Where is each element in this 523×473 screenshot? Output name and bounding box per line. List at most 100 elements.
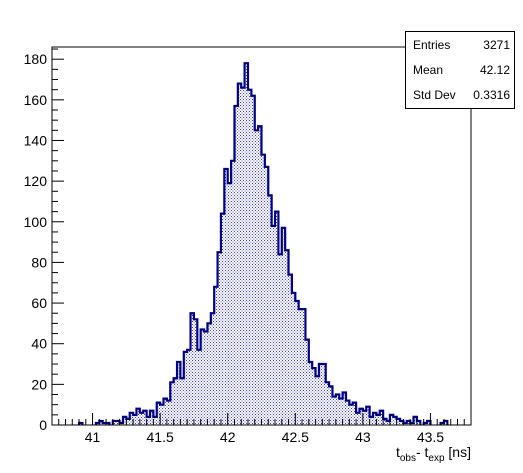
histogram-bin [166, 400, 171, 425]
histogram-bin [187, 349, 191, 425]
histogram-bin [427, 420, 431, 425]
histogram-bin [373, 412, 377, 425]
histogram-bin [278, 254, 282, 425]
histogram-bin [275, 211, 279, 425]
histogram-bin [291, 292, 296, 425]
y-tick-label: 180 [24, 51, 48, 67]
histogram-bin [362, 410, 367, 425]
histogram-bin [258, 126, 262, 426]
histogram-bin [217, 252, 221, 425]
histogram-bin [345, 400, 350, 425]
histogram-bin [400, 420, 404, 425]
histogram-bin [366, 406, 370, 425]
histogram-bin [413, 416, 417, 425]
histogram-bin [220, 213, 225, 425]
histogram-bin [268, 195, 272, 425]
histogram-bin [312, 368, 316, 425]
histogram-bin [112, 420, 117, 425]
x-tick-label: 43.5 [417, 429, 444, 445]
histogram-bin [318, 364, 323, 425]
y-tick-label: 0 [39, 417, 47, 433]
histogram-bin [156, 402, 161, 425]
histogram-bin [342, 392, 346, 425]
histogram-bin [393, 416, 397, 425]
histogram-bin [271, 225, 276, 425]
stats-row-entries: Entries 3271 [406, 32, 514, 56]
x-tick-label: 42 [220, 429, 236, 445]
histogram-bin [254, 130, 259, 426]
histogram-bin [231, 160, 235, 425]
histogram-bin [332, 396, 336, 425]
histogram-bin [149, 410, 154, 425]
histogram-bin [143, 410, 147, 425]
y-tick-label: 120 [24, 173, 48, 189]
stats-mean-label: Mean [413, 63, 444, 77]
histogram-bin [396, 418, 401, 425]
histogram-bin [146, 416, 150, 425]
histogram-bin [193, 319, 198, 425]
histogram-bin [116, 420, 120, 425]
histogram-outline [77, 62, 449, 425]
histogram-bin [264, 166, 269, 425]
histogram-bin [183, 351, 188, 425]
histogram-bin [302, 309, 306, 425]
histogram-bin [170, 382, 174, 425]
y-tick-label: 160 [24, 92, 48, 108]
y-axis-tick-labels: 0 20 40 60 80 100 120 140 160 180 [24, 51, 48, 433]
histogram-bin [416, 420, 421, 425]
y-tick-label: 20 [31, 376, 47, 392]
histogram-bin [356, 412, 360, 425]
y-axis-ticks [52, 48, 64, 426]
histogram-bin [99, 420, 103, 425]
histogram-bin [349, 404, 353, 425]
histogram-bin [369, 416, 374, 425]
histogram-bin [359, 408, 363, 425]
histogram-bin [386, 420, 390, 425]
histogram-bin [285, 250, 289, 425]
x-tick-label: 42.5 [282, 429, 309, 445]
histogram-bin [325, 382, 330, 425]
histogram-bin [197, 349, 201, 425]
histogram-bin [177, 362, 181, 425]
histogram-bin [173, 378, 178, 425]
histogram-bin [261, 154, 265, 426]
histogram-bin [153, 416, 157, 425]
histogram-bin [288, 274, 292, 425]
histogram-bin [180, 378, 184, 425]
x-axis-ticks [58, 413, 472, 425]
x-axis-title-unit: [ns] [445, 444, 471, 460]
histogram-bin [335, 394, 340, 425]
histogram-bin [207, 323, 211, 425]
histogram-bin [376, 414, 380, 425]
histogram-bin [379, 410, 384, 425]
histogram-bin [224, 168, 228, 425]
histogram-bars [79, 63, 448, 426]
stats-std-label: Std Dev [413, 88, 456, 102]
histogram-bin [129, 412, 134, 425]
x-axis-title: tobs- texp [ns] [396, 444, 471, 464]
histogram-bin [139, 412, 144, 425]
histogram-bin [329, 386, 333, 425]
histogram-bin [200, 329, 205, 425]
histogram-bin [308, 362, 313, 425]
y-tick-label: 80 [31, 254, 47, 270]
histogram-bin [126, 418, 130, 425]
histogram-bin [234, 105, 238, 425]
histogram-bin [244, 63, 248, 426]
histogram-bin [383, 418, 387, 425]
histogram-bin [227, 183, 232, 425]
stats-box: Entries 3271 Mean 42.12 Std Dev 0.3316 [405, 31, 515, 109]
histogram-bin [251, 95, 255, 425]
histogram-bin [237, 83, 242, 426]
histogram-bin [160, 404, 164, 425]
x-tick-label: 41 [85, 429, 101, 445]
histogram-bin [339, 398, 343, 425]
stats-entries-value: 3271 [483, 38, 510, 52]
stats-std-value: 0.3316 [473, 88, 510, 102]
x-axis-title-sub1: obs [400, 453, 416, 464]
histogram-bin [204, 331, 208, 425]
histogram-bin [122, 416, 127, 425]
x-tick-label: 41.5 [147, 429, 174, 445]
histogram-bin [443, 420, 448, 425]
